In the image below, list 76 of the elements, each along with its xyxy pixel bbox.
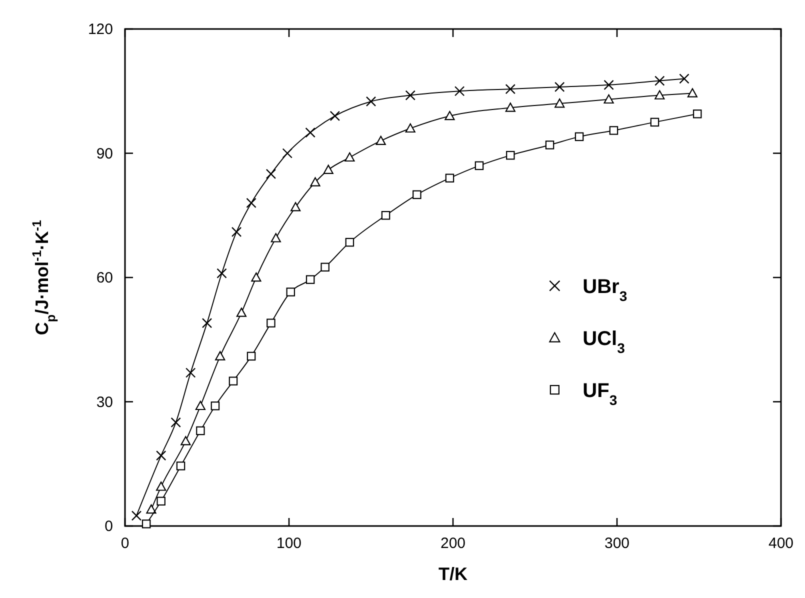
point: [266, 318, 276, 328]
point: [180, 436, 191, 446]
x-axis-title: T/K: [438, 564, 468, 584]
point: [412, 190, 422, 200]
point: [545, 140, 554, 150]
point: [156, 450, 166, 461]
point: [195, 400, 206, 410]
point: [604, 80, 614, 90]
point: [156, 482, 166, 491]
point: [345, 238, 354, 247]
point: [186, 368, 196, 378]
point: [270, 233, 281, 242]
point: [330, 110, 340, 122]
point: [246, 352, 256, 361]
point: [231, 226, 242, 238]
point: [604, 94, 614, 104]
point: [305, 127, 316, 138]
point: [310, 177, 320, 186]
point: [654, 90, 665, 100]
point: [444, 110, 455, 120]
point: [405, 123, 416, 133]
x-tick-label: 300: [604, 535, 630, 552]
point: [505, 84, 516, 94]
point: [650, 118, 660, 127]
point: [156, 496, 166, 506]
x-tick-label: 400: [768, 535, 794, 552]
point: [474, 161, 484, 170]
legend-label: UBr$_{3}$: [582, 276, 628, 304]
point: [323, 164, 334, 174]
point: [282, 148, 292, 158]
y-tick-label: 0: [104, 518, 113, 535]
point: [505, 102, 516, 112]
x-tick-label: 0: [120, 535, 130, 552]
y-tick-label: 30: [96, 394, 113, 411]
y-tick-label: 60: [96, 270, 113, 286]
legend-label: UF$_{3}$: [582, 380, 618, 408]
x-tick-label: 100: [276, 535, 302, 552]
y-tick-label: 120: [88, 21, 113, 38]
point: [344, 152, 355, 162]
x-tick-label: 200: [440, 535, 466, 552]
point: [196, 426, 205, 436]
point: [210, 402, 220, 410]
point: [266, 168, 276, 180]
point: [454, 86, 465, 96]
y-tick-label: 90: [96, 145, 113, 162]
point: [320, 262, 330, 272]
point: [405, 90, 416, 100]
point: [554, 82, 565, 92]
point: [609, 126, 618, 135]
point: [506, 150, 515, 160]
point: [366, 96, 376, 107]
point: [131, 510, 142, 521]
point: [246, 198, 256, 208]
point: [176, 462, 186, 470]
point: [251, 272, 262, 282]
point: [679, 74, 690, 84]
point: [142, 520, 151, 528]
point: [574, 132, 584, 142]
point: [445, 174, 454, 182]
point: [554, 98, 565, 108]
point: [654, 76, 665, 86]
point: [381, 211, 390, 220]
point: [228, 376, 238, 386]
point: [692, 110, 702, 118]
legend-label: UCl$_{3}$: [582, 328, 626, 356]
point: [376, 136, 386, 145]
point: [146, 504, 156, 514]
point: [687, 88, 698, 98]
point: [236, 308, 246, 317]
point: [215, 351, 226, 360]
point: [216, 268, 227, 278]
point: [202, 318, 212, 328]
point: [286, 288, 296, 296]
point: [170, 417, 181, 428]
point: [306, 275, 315, 284]
point: [290, 202, 301, 212]
